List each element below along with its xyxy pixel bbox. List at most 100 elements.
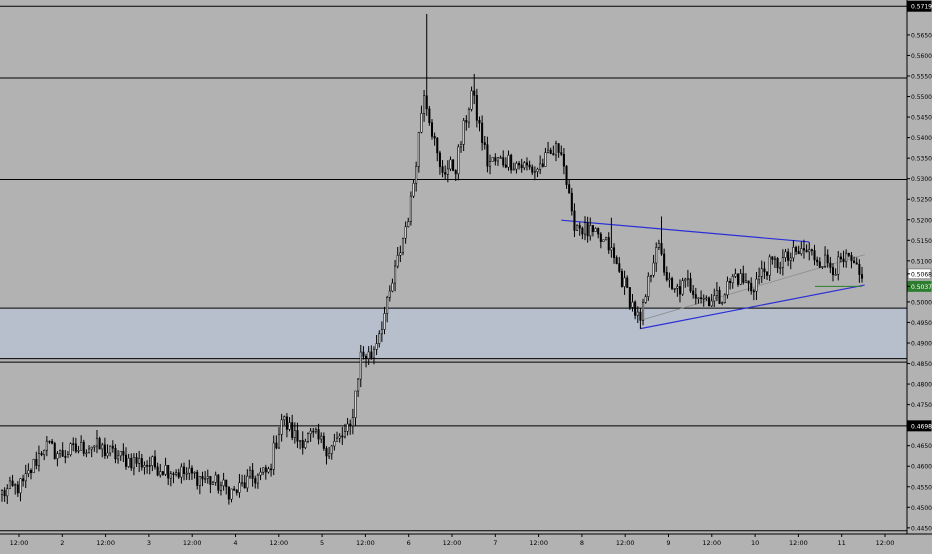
x-tick-label: 9	[666, 539, 670, 547]
candle-body-bullish	[423, 95, 426, 114]
candle-body-bullish	[523, 162, 526, 169]
candle-body-bullish	[288, 422, 291, 430]
candle-body-bearish	[787, 251, 790, 261]
candle-body-bearish	[565, 165, 568, 185]
candle-body-bullish	[792, 247, 795, 259]
candle-body-bullish	[702, 297, 705, 300]
candle-body-bearish	[153, 456, 157, 468]
candle-body-bullish	[346, 423, 349, 432]
candle-body-bearish	[660, 243, 663, 255]
candle-body-bearish	[797, 251, 800, 255]
candle-body-bearish	[72, 443, 75, 445]
candle-body-bullish	[185, 472, 188, 475]
candle-body-bullish	[164, 464, 167, 475]
candle-body-bullish	[95, 438, 98, 447]
candle-body-bullish	[14, 484, 17, 487]
candle-body-bullish	[739, 273, 742, 285]
candle-body-bullish	[277, 434, 281, 449]
candle-body-bearish	[148, 465, 151, 467]
candle-body-bearish	[615, 257, 618, 264]
candle-body-bearish	[428, 108, 431, 123]
candle-body-bearish	[98, 438, 101, 450]
candles	[0, 13, 864, 505]
candle-body-bullish	[151, 456, 154, 466]
x-tick-label: 11	[838, 539, 846, 547]
candle-body-bearish	[362, 351, 365, 357]
candle-body-bullish	[784, 251, 787, 258]
candle-body-bullish	[649, 274, 652, 277]
candle-body-bearish	[40, 453, 43, 456]
candle-body-bearish	[607, 237, 610, 251]
candle-body-bullish	[808, 249, 811, 253]
candle-body-bullish	[204, 478, 207, 480]
candle-body-bearish	[29, 470, 33, 474]
candle-body-bullish	[219, 485, 222, 491]
candle-body-bearish	[436, 137, 439, 154]
candle-body-bullish	[491, 157, 494, 162]
candle-body-bearish	[254, 478, 257, 484]
candle-body-bearish	[481, 122, 484, 143]
x-tick-label: 5	[320, 539, 324, 547]
candle-body-bearish	[570, 192, 573, 212]
candle-body-bearish	[201, 476, 204, 480]
candle-body-bearish	[502, 157, 505, 166]
candle-body-bullish	[267, 468, 270, 473]
candle-body-bearish	[111, 445, 114, 449]
candle-body-bearish	[444, 172, 447, 175]
candle-body-bullish	[800, 248, 803, 255]
candle-body-bullish	[59, 450, 62, 454]
candle-body-bullish	[779, 267, 782, 269]
candle-body-bearish	[146, 464, 149, 467]
candle-body-bullish	[544, 152, 547, 167]
candle-body-bullish	[676, 286, 679, 289]
candle-body-bearish	[813, 250, 816, 261]
candle-body-bullish	[401, 237, 405, 253]
candle-body-bearish	[763, 268, 766, 273]
candle-body-bullish	[198, 476, 201, 486]
candle-body-bullish	[610, 247, 613, 251]
candle-body-bullish	[602, 239, 605, 242]
candle-body-bullish	[409, 195, 412, 222]
candle-body-bullish	[306, 433, 310, 442]
candle-body-bullish	[420, 113, 423, 133]
candle-body-bullish	[359, 351, 362, 380]
candle-body-bearish	[291, 422, 294, 438]
candle-body-bearish	[552, 153, 555, 156]
candle-body-bearish	[454, 170, 457, 175]
candle-body-bullish	[470, 90, 473, 110]
candle-body-bearish	[860, 274, 864, 279]
candle-body-bullish	[710, 300, 713, 307]
candle-body-bearish	[167, 464, 170, 479]
candle-body-bullish	[412, 182, 415, 197]
candle-body-bullish	[230, 488, 233, 500]
candle-body-bullish	[45, 440, 48, 451]
candle-body-bearish	[528, 164, 531, 168]
candle-body-bullish	[259, 471, 262, 476]
candle-body-bearish	[581, 227, 584, 235]
candle-body-bullish	[459, 144, 463, 148]
candle-body-bearish	[802, 248, 805, 251]
candle-body-bullish	[93, 445, 96, 448]
candle-body-bearish	[430, 122, 434, 137]
candle-body-bearish	[707, 297, 711, 307]
candle-body-bearish	[831, 267, 835, 276]
candle-body-bullish	[768, 256, 771, 276]
candle-body-bearish	[626, 277, 629, 288]
candle-body-bearish	[22, 478, 25, 482]
candle-body-bearish	[718, 290, 721, 304]
candle-body-bearish	[826, 254, 829, 264]
candle-body-bullish	[723, 294, 726, 303]
candle-body-bullish	[821, 266, 824, 268]
candle-body-bullish	[462, 120, 465, 145]
candle-body-bullish	[644, 296, 647, 303]
